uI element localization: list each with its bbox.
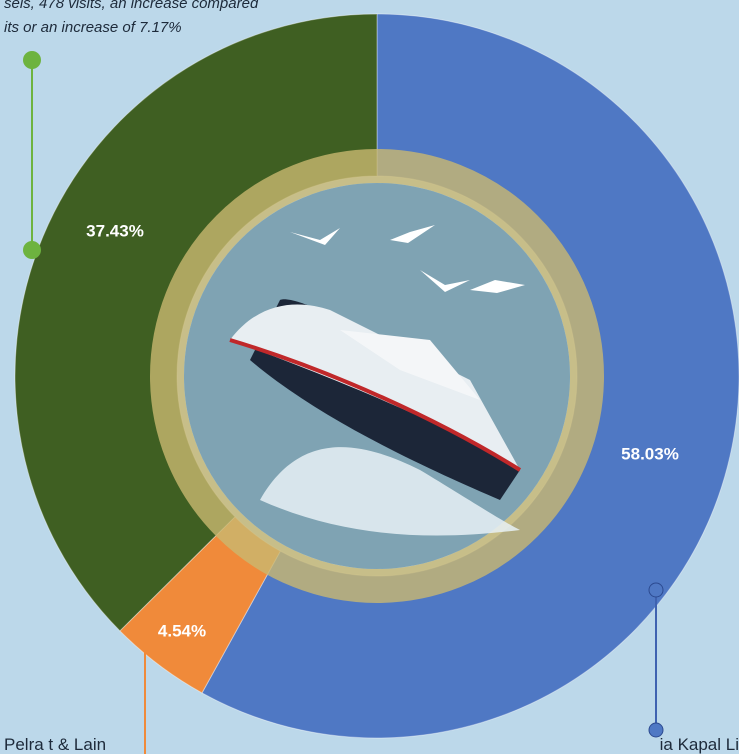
- data-label: 37.43%: [86, 221, 144, 240]
- blue-dot: [648, 582, 664, 598]
- data-label: 58.03%: [621, 444, 679, 463]
- green-dot: [23, 51, 41, 69]
- ship-illustration: [229, 225, 525, 536]
- gold-ring: [150, 149, 604, 603]
- footer-text: ia Kapal Li: [660, 735, 739, 754]
- annotation: sels, 478 visits, an increase compared: [4, 0, 259, 12]
- footer-text: Pelra t & Lain: [4, 735, 106, 754]
- blue-dot: [648, 722, 664, 738]
- data-label: 4.54%: [158, 621, 206, 640]
- annotation: its or an increase of 7.17%: [4, 19, 182, 36]
- green-dot: [23, 241, 41, 259]
